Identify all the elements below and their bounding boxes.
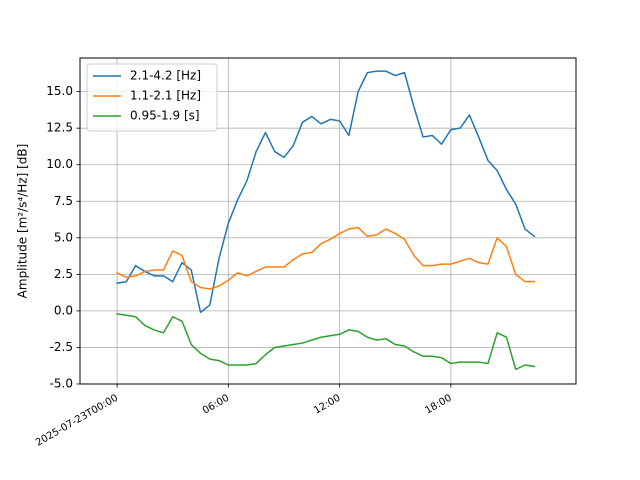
y-tick-label: -2.5 <box>50 340 73 354</box>
y-tick-label: -5.0 <box>50 377 73 391</box>
y-tick-label: 15.0 <box>46 84 73 98</box>
legend: 2.1-4.2 [Hz] 1.1-2.1 [Hz] 0.95-1.9 [s] <box>86 63 218 132</box>
y-axis-label: Amplitude [m²/s⁴/Hz] [dB] <box>16 144 30 299</box>
series-lines <box>116 70 536 371</box>
plot-frame <box>79 57 577 385</box>
y-tick-label: 7.5 <box>54 194 73 208</box>
grid-lines <box>80 58 576 385</box>
legend-box <box>86 63 218 132</box>
legend-label: 0.95-1.9 [s] <box>130 109 200 123</box>
y-tick-label: 2.5 <box>54 267 73 281</box>
series-line <box>116 312 536 371</box>
y-tick-label: 12.5 <box>46 121 73 135</box>
y-tick-label: 0.0 <box>54 303 73 317</box>
y-axis: -5.0 -2.5 0.0 2.5 5.0 7.5 10.0 12.5 15.0 <box>46 84 80 391</box>
series-line <box>116 226 536 290</box>
legend-label: 2.1-4.2 [Hz] <box>130 69 201 83</box>
y-tick-label: 10.0 <box>46 157 73 171</box>
y-tick-label: 5.0 <box>54 230 73 244</box>
legend-label: 1.1-2.1 [Hz] <box>130 89 201 103</box>
